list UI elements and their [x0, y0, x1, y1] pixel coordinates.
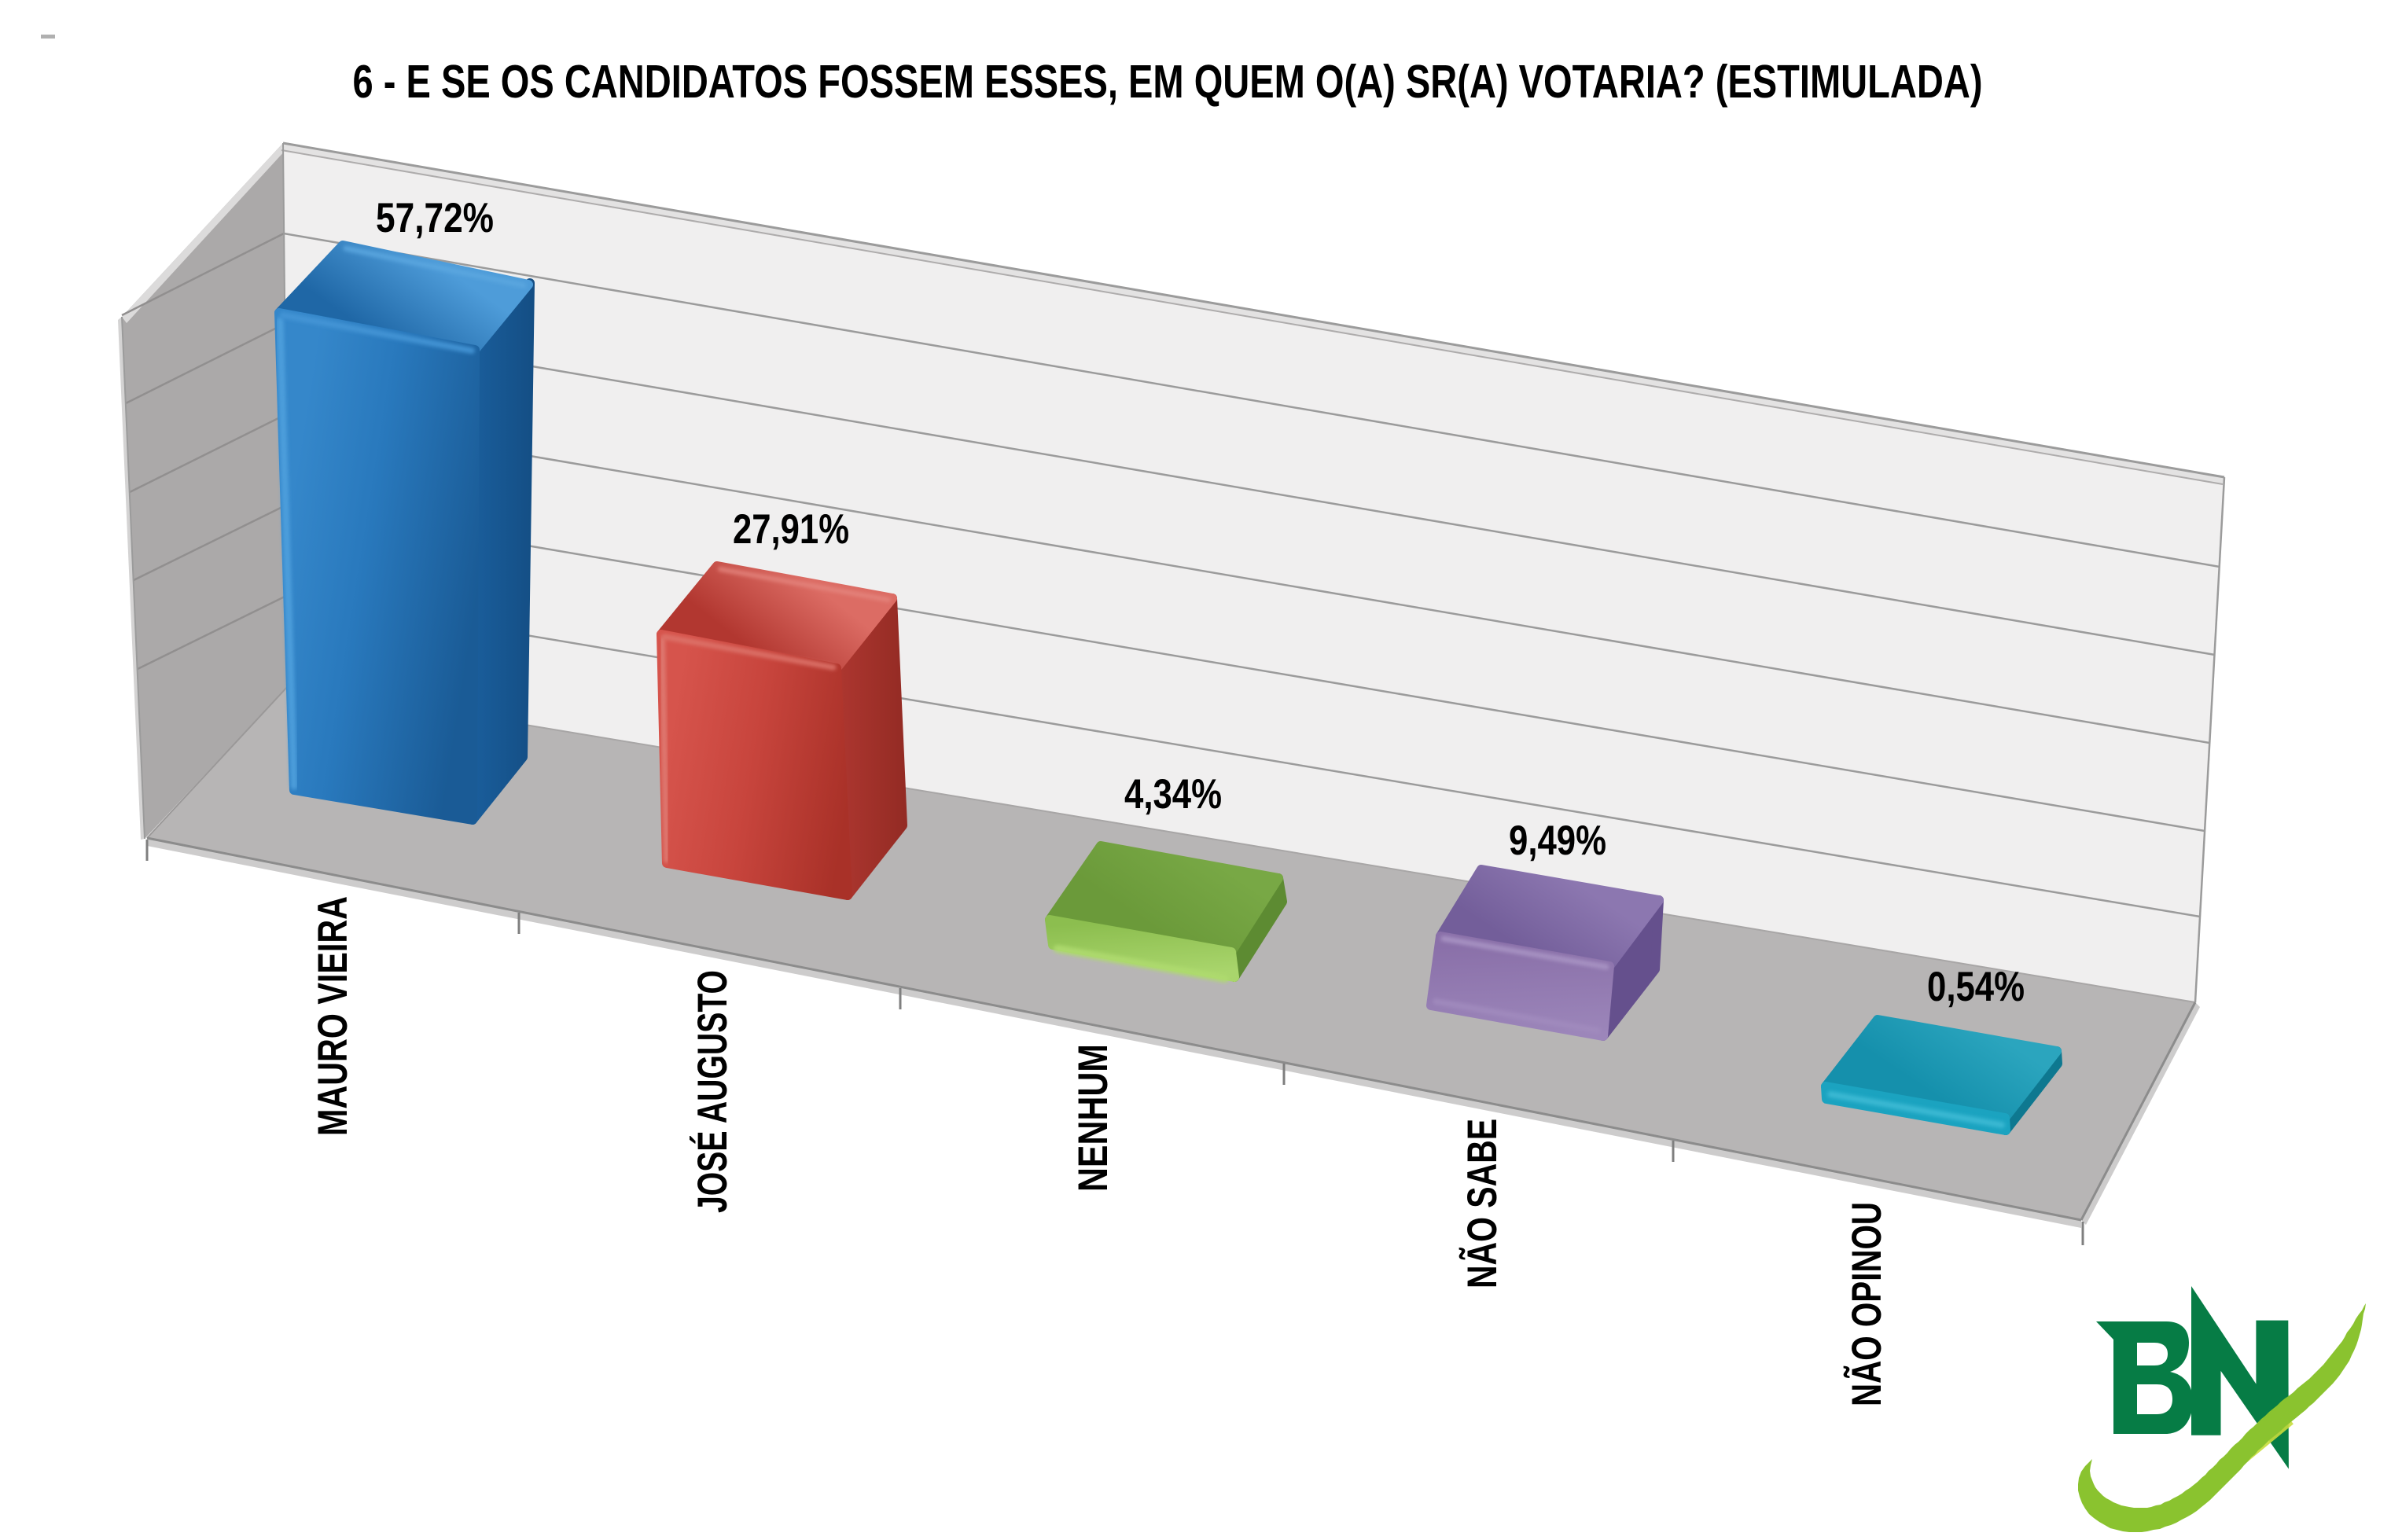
- svg-text:NÃO OPINOU: NÃO OPINOU: [1843, 1202, 1890, 1406]
- svg-text:6 - E SE OS CANDIDATOS FOSSEM: 6 - E SE OS CANDIDATOS FOSSEM ESSES, EM …: [353, 56, 1983, 108]
- svg-text:JOSÉ AUGUSTO: JOSÉ AUGUSTO: [689, 970, 736, 1213]
- svg-text:NENHUM: NENHUM: [1070, 1044, 1116, 1192]
- svg-text:4,34%: 4,34%: [1124, 771, 1222, 818]
- svg-text:NÃO SABE: NÃO SABE: [1459, 1119, 1506, 1288]
- svg-text:9,49%: 9,49%: [1509, 818, 1606, 864]
- svg-text:MAURO VIEIRA: MAURO VIEIRA: [310, 896, 356, 1136]
- svg-text:57,72%: 57,72%: [376, 195, 494, 241]
- svg-text:27,91%: 27,91%: [733, 506, 849, 553]
- svg-text:0,54%: 0,54%: [1927, 964, 2025, 1010]
